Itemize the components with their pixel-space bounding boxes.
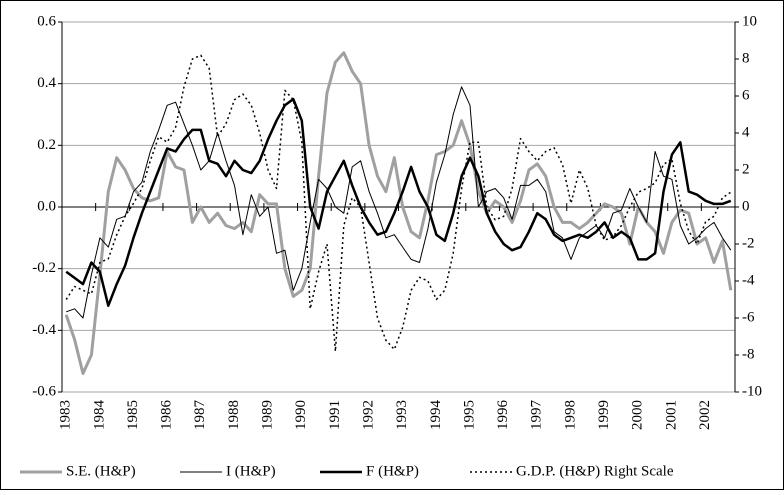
y2-tick-label: -4 [742, 272, 755, 288]
series-line [66, 86, 732, 319]
x-tick-label: 2002 [697, 400, 713, 430]
x-tick-label: 1986 [159, 400, 175, 431]
x-tick-label: 1987 [192, 400, 208, 431]
y2-tick-label: 4 [742, 124, 750, 140]
x-tick-label: 2000 [630, 400, 646, 430]
x-tick-label: 1992 [360, 400, 376, 430]
legend-label: G.D.P. (H&P) Right Scale [516, 463, 674, 479]
y-tick-label: 0.4 [37, 75, 56, 91]
y2-tick-label: 0 [742, 198, 750, 214]
y2-tick-label: 8 [742, 50, 750, 66]
y-tick-label: 0.6 [37, 13, 56, 29]
y2-tick-label: 2 [742, 161, 750, 177]
x-tick-label: 1993 [394, 400, 410, 430]
y2-tick-label: -10 [742, 383, 762, 399]
series-line [64, 51, 733, 375]
y2-tick-label: 10 [742, 13, 757, 29]
series-line [65, 54, 732, 353]
y2-tick-label: -2 [742, 235, 755, 251]
x-tick-label: 1988 [226, 400, 242, 430]
y2-tick-label: -6 [742, 309, 755, 325]
x-tick-label: 1997 [529, 400, 545, 431]
x-tick-label: 1991 [327, 400, 343, 430]
x-tick-label: 1984 [91, 400, 107, 431]
y2-tick-label: 6 [742, 87, 750, 103]
series-line [65, 97, 732, 307]
y-tick-label: -0.2 [32, 260, 56, 276]
y-tick-label: 0.0 [37, 198, 56, 214]
y2-tick-label: -8 [742, 346, 755, 362]
x-tick-label: 1996 [495, 400, 511, 431]
legend-label: F (H&P) [366, 463, 419, 479]
y-tick-label: 0.2 [37, 137, 56, 153]
legend-label: S.E. (H&P) [66, 463, 136, 479]
x-tick-label: 1983 [58, 400, 74, 430]
x-tick-label: 1989 [260, 400, 276, 430]
x-tick-label: 1990 [293, 400, 309, 430]
legend-label: I (H&P) [226, 463, 276, 479]
x-tick-label: 1995 [461, 400, 477, 430]
y-tick-label: -0.4 [32, 322, 56, 338]
x-tick-label: 1985 [125, 400, 141, 430]
x-tick-label: 2001 [663, 400, 679, 430]
x-tick-label: 1999 [596, 400, 612, 430]
x-tick-label: 1998 [562, 400, 578, 430]
y-tick-label: -0.6 [32, 383, 56, 399]
x-tick-label: 1994 [428, 400, 444, 431]
